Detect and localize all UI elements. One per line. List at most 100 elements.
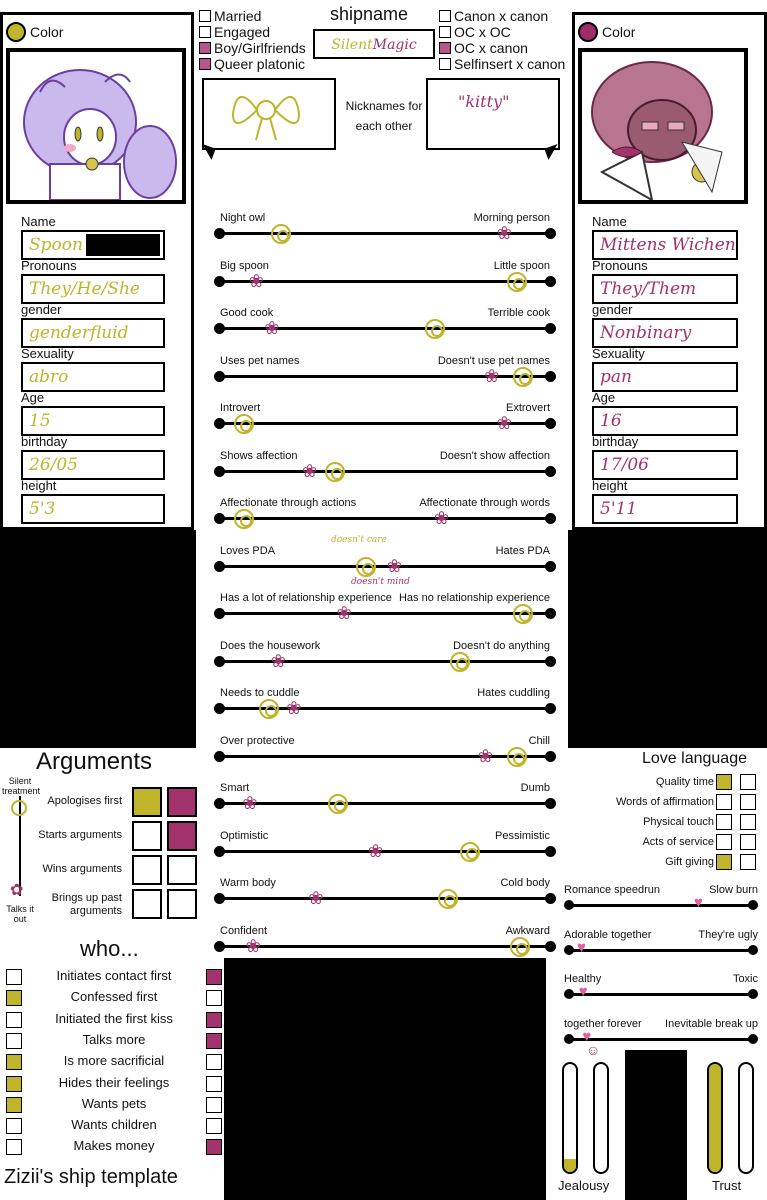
relationship-slider[interactable]: Healthy Toxic ♥ bbox=[562, 973, 760, 1017]
status-option[interactable]: Engaged bbox=[199, 24, 270, 40]
spoon-marker-icon[interactable] bbox=[356, 556, 377, 577]
who-mittens-checkbox[interactable] bbox=[206, 1011, 222, 1028]
trait-slider[interactable]: Night owl Morning person ❀ bbox=[214, 212, 556, 258]
who-mittens-checkbox[interactable] bbox=[206, 1096, 222, 1113]
status-checkbox[interactable] bbox=[199, 26, 211, 38]
love-language-mittens-checkbox[interactable] bbox=[740, 814, 756, 830]
relationship-slider[interactable]: Adorable together They're ugly ♥ bbox=[562, 929, 760, 973]
mittens-marker-icon[interactable]: ❀ bbox=[433, 508, 450, 528]
who-mittens-checkbox[interactable] bbox=[206, 1139, 222, 1156]
who-mittens-checkbox[interactable] bbox=[206, 969, 222, 985]
status-option[interactable]: OC x canon bbox=[439, 40, 528, 56]
mittens-marker-icon[interactable]: ❀ bbox=[286, 698, 302, 718]
heart-marker-icon[interactable]: ♥ bbox=[577, 938, 586, 956]
trait-slider[interactable]: Optimistic Pessimistic ❀ bbox=[214, 830, 556, 876]
mittens-marker-icon[interactable]: ❀ bbox=[245, 935, 261, 956]
status-checkbox[interactable] bbox=[439, 10, 451, 22]
left-field-value[interactable]: abro bbox=[21, 362, 165, 392]
who-spoon-checkbox[interactable] bbox=[6, 1118, 22, 1135]
love-language-mittens-checkbox[interactable] bbox=[740, 834, 756, 850]
love-language-mittens-checkbox[interactable] bbox=[740, 854, 756, 870]
argument-spoon-checkbox[interactable] bbox=[132, 821, 162, 851]
who-spoon-checkbox[interactable] bbox=[6, 1054, 22, 1071]
argument-mittens-checkbox[interactable] bbox=[167, 855, 197, 885]
status-checkbox[interactable] bbox=[199, 10, 211, 22]
who-mittens-checkbox[interactable] bbox=[206, 1054, 222, 1071]
who-mittens-checkbox[interactable] bbox=[206, 990, 222, 1007]
mittens-marker-icon[interactable]: ❀ bbox=[302, 460, 318, 481]
trait-slider[interactable]: Smart Dumb ❀ bbox=[214, 782, 556, 828]
spoon-marker-icon[interactable] bbox=[450, 651, 471, 672]
argument-spoon-checkbox[interactable] bbox=[132, 787, 162, 817]
argument-spoon-checkbox[interactable] bbox=[132, 855, 162, 885]
trait-slider[interactable]: Warm body Cold body ❀ bbox=[214, 877, 556, 923]
relationship-slider[interactable]: together forever Inevitable break up ♥ bbox=[562, 1018, 760, 1062]
spoon-marker-icon[interactable] bbox=[233, 509, 254, 529]
mittens-marker-icon[interactable]: ❀ bbox=[264, 318, 280, 338]
heart-marker-icon[interactable]: ♥ bbox=[694, 894, 703, 911]
spoon-marker-icon[interactable] bbox=[510, 936, 531, 957]
mittens-marker-icon[interactable]: ❀ bbox=[270, 650, 286, 671]
mittens-marker-icon[interactable]: ❀ bbox=[386, 555, 402, 576]
spoon-marker-icon[interactable] bbox=[506, 271, 527, 292]
mittens-marker-icon[interactable]: ❀ bbox=[248, 270, 264, 291]
right-field-value[interactable]: 16 bbox=[592, 406, 738, 436]
who-spoon-checkbox[interactable] bbox=[6, 1011, 22, 1028]
status-checkbox[interactable] bbox=[199, 58, 211, 70]
mittens-marker-icon[interactable]: ❀ bbox=[336, 603, 352, 623]
mittens-marker-icon[interactable]: ❀ bbox=[496, 223, 512, 243]
love-language-mittens-checkbox[interactable] bbox=[740, 774, 756, 790]
who-spoon-checkbox[interactable] bbox=[6, 1075, 22, 1092]
right-field-value[interactable]: Nonbinary bbox=[592, 318, 738, 348]
right-field-value[interactable]: 5'11 bbox=[592, 494, 738, 524]
status-option[interactable]: Canon x canon bbox=[439, 8, 548, 24]
heart-marker-icon[interactable]: ♥ bbox=[578, 983, 588, 1000]
trait-slider[interactable]: Uses pet names Doesn't use pet names ❀ bbox=[214, 355, 556, 401]
argument-mittens-checkbox[interactable] bbox=[167, 889, 197, 919]
right-field-value[interactable]: They/Them bbox=[592, 274, 738, 304]
spoon-marker-icon[interactable] bbox=[506, 746, 527, 767]
trait-slider[interactable]: Introvert Extrovert ❀ bbox=[214, 402, 556, 448]
spoon-marker-icon[interactable] bbox=[233, 414, 254, 434]
mittens-marker-icon[interactable]: ❀ bbox=[308, 888, 324, 908]
who-spoon-checkbox[interactable] bbox=[6, 1032, 22, 1049]
trait-slider[interactable]: Does the housework Doesn't do anything ❀ bbox=[214, 640, 556, 686]
mittens-marker-icon[interactable]: ❀ bbox=[368, 840, 384, 861]
love-language-spoon-checkbox[interactable] bbox=[716, 814, 732, 830]
who-mittens-checkbox[interactable] bbox=[206, 1118, 222, 1135]
who-spoon-checkbox[interactable] bbox=[6, 990, 22, 1007]
love-language-spoon-checkbox[interactable] bbox=[716, 774, 732, 790]
trait-slider[interactable]: Needs to cuddle Hates cuddling ❀ bbox=[214, 687, 556, 733]
argument-spoon-checkbox[interactable] bbox=[132, 889, 162, 919]
status-option[interactable]: Married bbox=[199, 8, 261, 24]
trait-slider[interactable]: Over protective Chill ❀ bbox=[214, 735, 556, 781]
trait-slider[interactable]: Confident Awkward ❀ bbox=[214, 925, 556, 971]
spoon-marker-icon[interactable] bbox=[425, 319, 446, 339]
right-field-value[interactable]: Mittens Wichen bbox=[592, 230, 738, 260]
trait-slider[interactable]: Shows affection Doesn't show affection ❀ bbox=[214, 450, 556, 496]
status-checkbox[interactable] bbox=[439, 26, 451, 38]
who-spoon-checkbox[interactable] bbox=[6, 1096, 22, 1113]
spoon-marker-icon[interactable] bbox=[258, 699, 279, 719]
heart-marker-icon[interactable]: ♥ bbox=[582, 1027, 592, 1045]
status-option[interactable]: Queer platonic bbox=[199, 56, 305, 72]
trait-slider[interactable]: Affectionate through actions Affectionate… bbox=[214, 497, 556, 543]
argument-mittens-checkbox[interactable] bbox=[167, 787, 197, 817]
trait-slider[interactable]: Good cook Terrible cook ❀ bbox=[214, 307, 556, 353]
argument-mittens-checkbox[interactable] bbox=[167, 821, 197, 851]
mittens-marker-icon[interactable]: ❀ bbox=[477, 745, 494, 766]
left-field-value[interactable]: 5'3 bbox=[21, 494, 165, 524]
status-checkbox[interactable] bbox=[439, 58, 451, 70]
love-language-spoon-checkbox[interactable] bbox=[716, 854, 732, 870]
right-field-value[interactable]: 17/06 bbox=[592, 450, 738, 480]
love-language-spoon-checkbox[interactable] bbox=[716, 794, 732, 810]
spoon-marker-icon[interactable] bbox=[459, 841, 480, 862]
trait-slider[interactable]: Has a lot of relationship experience Has … bbox=[214, 592, 556, 638]
spoon-marker-icon[interactable] bbox=[513, 604, 534, 624]
status-checkbox[interactable] bbox=[439, 42, 451, 54]
who-spoon-checkbox[interactable] bbox=[6, 1139, 22, 1156]
spoon-marker-icon[interactable] bbox=[327, 794, 348, 814]
trait-slider[interactable]: Loves PDA Hates PDA ❀ doesn't care doesn't m… bbox=[214, 535, 556, 591]
relationship-slider[interactable]: Romance speedrun Slow burn ♥ bbox=[562, 884, 760, 928]
mittens-marker-icon[interactable]: ❀ bbox=[484, 365, 500, 386]
